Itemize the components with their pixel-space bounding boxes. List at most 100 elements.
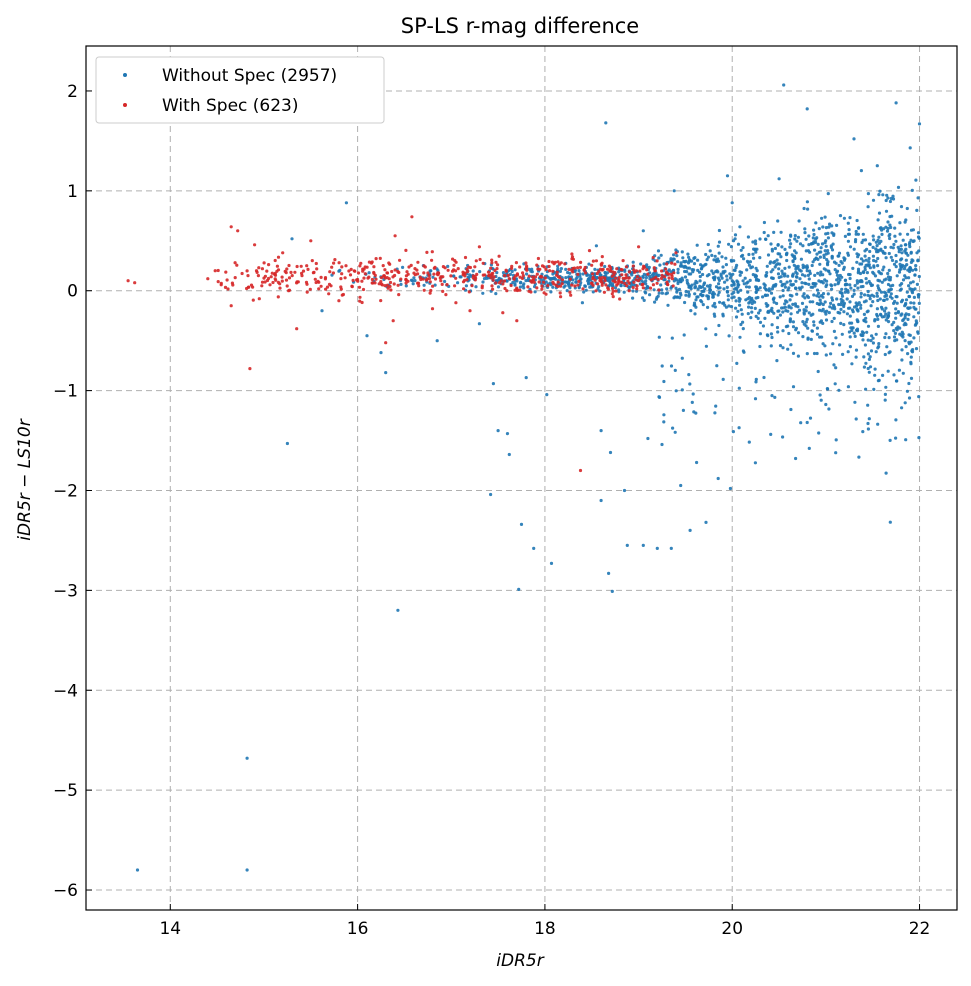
data-point-without-spec xyxy=(868,249,872,254)
data-point-with-spec xyxy=(314,261,318,266)
data-point-with-spec xyxy=(598,279,602,283)
data-point-with-spec xyxy=(362,276,366,280)
data-point-with-spec xyxy=(319,284,323,288)
data-point-without-spec xyxy=(659,283,663,287)
data-point-without-spec xyxy=(884,471,888,475)
data-point-without-spec xyxy=(863,268,867,272)
data-point-without-spec xyxy=(750,310,754,314)
data-point-without-spec xyxy=(808,271,812,276)
data-point-without-spec xyxy=(676,260,680,264)
data-point-without-spec xyxy=(604,121,608,125)
data-point-without-spec xyxy=(833,307,837,311)
data-point-without-spec xyxy=(829,301,833,305)
data-point-without-spec xyxy=(894,307,898,311)
data-point-with-spec xyxy=(540,284,544,288)
data-point-without-spec xyxy=(746,235,751,239)
data-point-without-spec xyxy=(769,291,774,295)
data-point-with-spec xyxy=(430,250,434,254)
data-point-without-spec xyxy=(716,476,720,481)
data-point-with-spec xyxy=(426,271,430,275)
data-point-without-spec xyxy=(915,208,919,212)
data-point-without-spec xyxy=(796,354,801,358)
data-point-without-spec xyxy=(900,298,905,302)
data-point-with-spec xyxy=(671,284,675,288)
data-point-without-spec xyxy=(807,234,811,238)
data-point-without-spec xyxy=(789,242,793,246)
data-point-with-spec xyxy=(383,284,387,288)
data-point-without-spec xyxy=(802,311,806,315)
data-point-without-spec xyxy=(712,258,716,262)
data-point-with-spec xyxy=(379,299,383,303)
data-point-without-spec xyxy=(828,305,832,309)
data-point-with-spec xyxy=(617,278,621,283)
data-point-with-spec xyxy=(240,271,244,276)
data-point-without-spec xyxy=(893,339,897,343)
data-point-without-spec xyxy=(549,277,554,281)
data-point-without-spec xyxy=(865,281,869,285)
data-point-with-spec xyxy=(569,293,573,297)
data-point-without-spec xyxy=(804,282,808,286)
data-point-without-spec xyxy=(843,290,847,294)
data-point-without-spec xyxy=(577,269,581,273)
data-point-without-spec xyxy=(885,193,889,197)
data-point-with-spec xyxy=(399,277,403,281)
data-point-without-spec xyxy=(832,232,836,236)
data-point-without-spec xyxy=(619,283,623,288)
data-point-without-spec xyxy=(812,232,816,237)
data-point-without-spec xyxy=(888,278,892,282)
data-point-without-spec xyxy=(851,266,855,270)
data-point-without-spec xyxy=(717,251,721,255)
data-point-without-spec xyxy=(544,280,548,284)
data-point-with-spec xyxy=(278,286,282,290)
data-point-without-spec xyxy=(411,282,415,286)
data-point-without-spec xyxy=(754,290,758,294)
data-point-without-spec xyxy=(433,283,437,287)
data-point-with-spec xyxy=(265,278,270,283)
data-point-with-spec xyxy=(497,254,501,258)
data-point-without-spec xyxy=(809,337,813,341)
data-point-without-spec xyxy=(843,234,848,238)
data-point-with-spec xyxy=(423,265,427,269)
data-point-without-spec xyxy=(796,305,800,309)
data-point-without-spec xyxy=(742,257,746,261)
data-point-without-spec xyxy=(877,235,881,239)
y-tick-label: −5 xyxy=(53,781,78,801)
data-point-without-spec xyxy=(775,325,780,330)
data-point-without-spec xyxy=(665,287,669,291)
data-point-without-spec xyxy=(887,320,891,324)
data-point-without-spec xyxy=(875,244,879,248)
data-point-with-spec xyxy=(490,261,494,265)
data-point-with-spec xyxy=(507,277,511,281)
data-point-with-spec xyxy=(323,277,327,281)
data-point-without-spec xyxy=(819,246,823,250)
data-point-without-spec xyxy=(730,283,734,287)
data-point-without-spec xyxy=(859,306,863,310)
data-point-without-spec xyxy=(797,308,802,312)
data-point-without-spec xyxy=(909,281,913,285)
data-point-without-spec xyxy=(832,316,836,320)
data-point-with-spec xyxy=(370,277,374,282)
data-point-without-spec xyxy=(743,276,747,280)
data-point-without-spec xyxy=(872,258,876,263)
data-point-without-spec xyxy=(823,278,827,282)
data-point-without-spec xyxy=(747,440,751,444)
data-point-without-spec xyxy=(728,486,733,491)
data-point-with-spec xyxy=(225,278,229,282)
data-point-without-spec xyxy=(580,301,585,305)
data-point-without-spec xyxy=(713,411,717,415)
data-point-with-spec xyxy=(390,269,394,274)
data-point-without-spec xyxy=(681,408,686,412)
data-point-without-spec xyxy=(836,276,841,280)
data-point-with-spec xyxy=(392,282,396,286)
data-point-without-spec xyxy=(785,280,789,284)
data-point-without-spec xyxy=(769,270,773,274)
data-point-without-spec xyxy=(855,281,860,285)
data-point-without-spec xyxy=(892,329,896,333)
data-point-without-spec xyxy=(774,282,778,287)
data-point-without-spec xyxy=(802,206,806,211)
data-point-without-spec xyxy=(866,366,870,371)
data-point-without-spec xyxy=(683,275,688,279)
data-point-without-spec xyxy=(884,318,888,322)
data-point-without-spec xyxy=(903,243,908,247)
data-point-without-spec xyxy=(524,376,528,380)
